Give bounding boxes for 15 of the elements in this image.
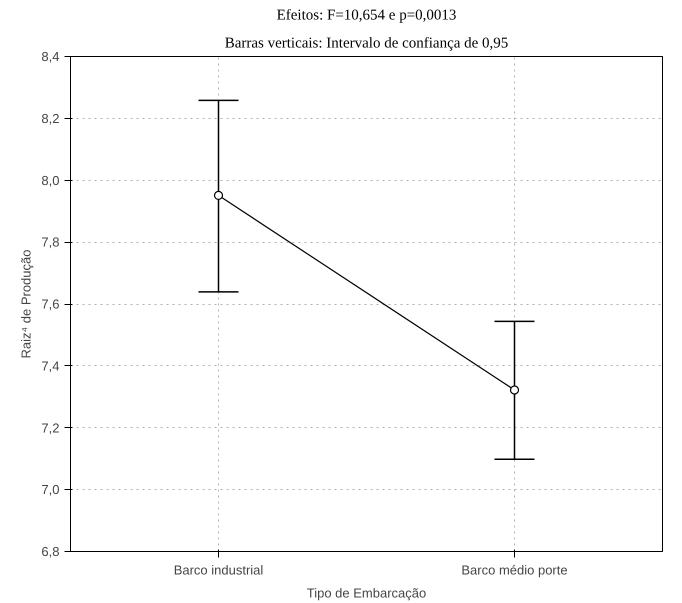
- y-tick-label: 7,2: [41, 420, 60, 436]
- chart-title: Efeitos: F=10,654 e p=0,0013: [276, 8, 456, 24]
- y-tick-label: 8,0: [41, 172, 60, 188]
- x-axis-title: Tipo de Embarcação: [306, 586, 426, 600]
- y-tick-label: 7,0: [41, 482, 60, 498]
- y-tick-label: 7,4: [41, 358, 60, 374]
- chart-subtitle: Barras verticais: Intervalo de confiança de 0,95: [224, 36, 508, 52]
- y-tick-label: 7,8: [41, 234, 60, 250]
- x-tick-label: Barco industrial: [174, 562, 264, 578]
- y-tick-label: 7,6: [41, 296, 60, 312]
- y-tick-label: 8,2: [41, 110, 60, 126]
- x-tick-label: Barco médio porte: [461, 562, 568, 578]
- y-axis-title: Raiz⁴ de Produção: [18, 250, 34, 358]
- y-tick-label: 6,8: [41, 544, 60, 559]
- y-tick-label: 8,4: [41, 49, 60, 64]
